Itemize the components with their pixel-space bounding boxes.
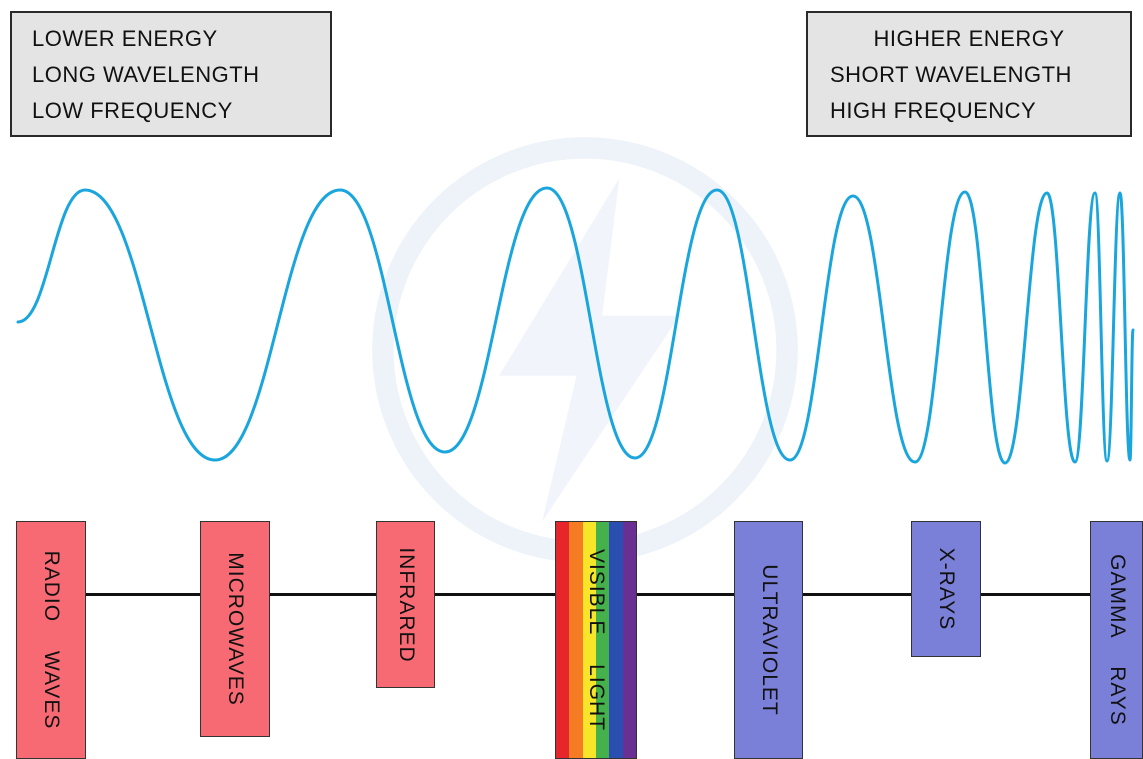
band-infrared: INFRARED — [376, 521, 435, 688]
band-visible-light: VISIBLE LIGHT — [555, 521, 637, 759]
rainbow-stripes — [556, 522, 636, 758]
band-label-gamma-rays: GAMMA RAYS — [1105, 554, 1129, 726]
long-wavelength-label: LONG WAVELENGTH — [32, 62, 260, 87]
high-frequency-label: HIGH FREQUENCY — [830, 98, 1037, 123]
high-energy-box: HIGHER ENERGY SHORT WAVELENGTH HIGH FREQ… — [806, 11, 1132, 137]
band-microwaves: MICROWAVES — [200, 521, 270, 737]
band-label-ultraviolet: ULTRAVIOLET — [757, 564, 781, 716]
band-x-rays: X-RAYS — [911, 521, 981, 657]
wave-line — [16, 186, 1135, 465]
low-frequency-label: LOW FREQUENCY — [32, 98, 233, 123]
band-gamma-rays: GAMMA RAYS — [1090, 521, 1143, 759]
low-energy-box: LOWER ENERGY LONG WAVELENGTH LOW FREQUEN… — [10, 11, 332, 137]
band-label-visible-light: VISIBLE LIGHT — [585, 548, 608, 732]
band-label-radio-waves: RADIO WAVES — [40, 550, 63, 730]
band-label-infrared: INFRARED — [394, 546, 418, 663]
band-label-microwaves: MICROWAVES — [224, 552, 247, 706]
short-wavelength-label: SHORT WAVELENGTH — [830, 62, 1072, 87]
high-energy-label: HIGHER ENERGY — [873, 26, 1065, 51]
band-radio-waves: RADIO WAVES — [16, 521, 86, 759]
band-ultraviolet: ULTRAVIOLET — [734, 521, 803, 759]
band-label-x-rays: X-RAYS — [935, 547, 958, 631]
low-energy-label: LOWER ENERGY — [32, 26, 218, 51]
